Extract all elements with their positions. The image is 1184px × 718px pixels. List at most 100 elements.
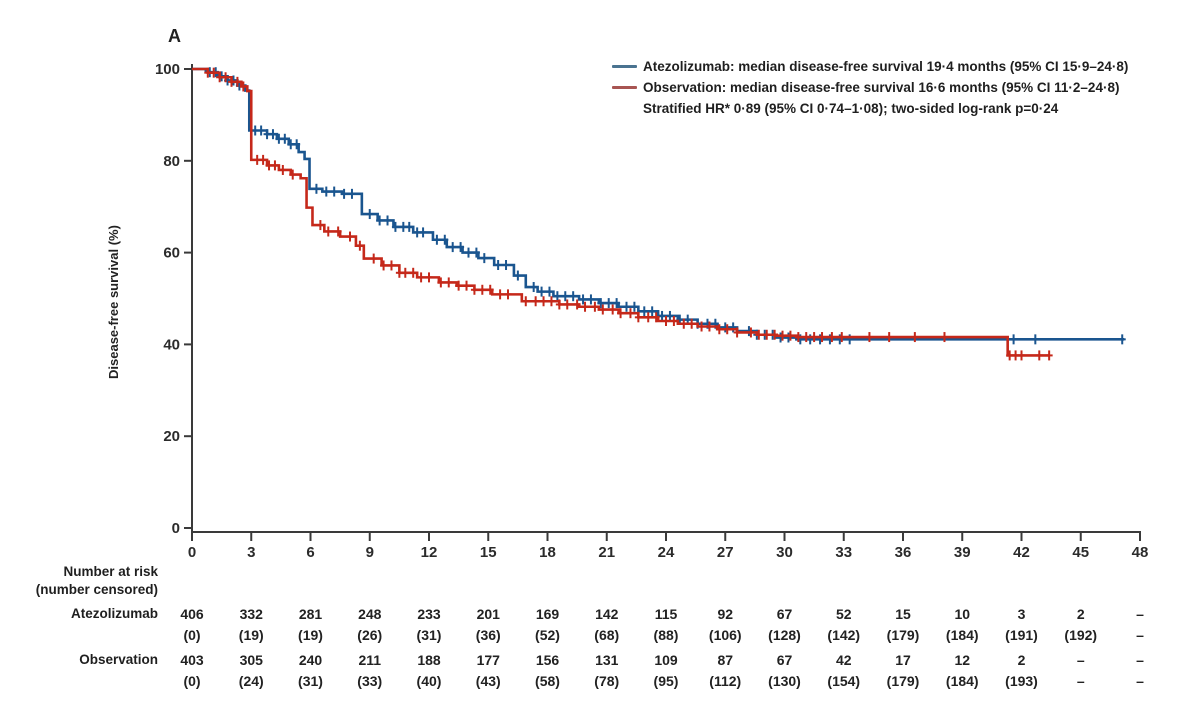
legend-item-observation: Observation: median disease-free surviva… (612, 77, 1128, 98)
risk-value: 12 (954, 652, 971, 668)
censored-value: (52) (535, 627, 560, 643)
censored-value: (128) (768, 627, 801, 643)
risk-value: 211 (358, 652, 382, 668)
censored-value: (142) (827, 627, 861, 643)
censored-value: (95) (653, 673, 679, 689)
x-tick-label: 21 (598, 544, 615, 561)
risk-value: 131 (595, 652, 619, 668)
x-tick-label: 42 (1013, 544, 1030, 561)
censored-value: (179) (886, 627, 920, 643)
risk-value: 10 (954, 606, 971, 622)
risk-value: 115 (654, 606, 678, 622)
risk-value: 188 (417, 652, 441, 668)
risk-value: 406 (180, 606, 204, 622)
censored-value: (184) (945, 673, 979, 689)
x-tick-label: 39 (954, 544, 971, 561)
legend-text-observation: Observation: median disease-free surviva… (643, 80, 1120, 95)
x-tick-label: 33 (835, 544, 852, 561)
panel-label: A (168, 26, 181, 46)
legend-text-atezolizumab: Atezolizumab: median disease-free surviv… (643, 59, 1129, 74)
risk-value: – (1136, 652, 1144, 668)
censored-value: – (1136, 627, 1144, 643)
atezolizumab-line-swatch-icon (612, 65, 637, 68)
censored-value: (24) (238, 673, 264, 689)
risk-value: 17 (895, 652, 911, 668)
legend-item-atezolizumab: Atezolizumab: median disease-free surviv… (612, 56, 1128, 77)
censored-value: (106) (708, 627, 742, 643)
risk-value: 248 (358, 606, 382, 622)
risk-value: 109 (654, 652, 678, 668)
risk-value: 281 (298, 606, 323, 622)
x-tick-label: 18 (539, 544, 556, 561)
censored-value: (0) (183, 627, 201, 643)
risk-value: – (1136, 606, 1144, 622)
risk-value: 403 (180, 652, 204, 668)
censored-value: (191) (1005, 627, 1038, 643)
legend-item-hr-note: Stratified HR* 0·89 (95% CI 0·74–1·08); … (612, 98, 1128, 119)
stratified-hr-note: Stratified HR* 0·89 (95% CI 0·74–1·08); … (643, 101, 1059, 116)
censored-value: (192) (1064, 627, 1098, 643)
risk-table-header-line2: (number censored) (35, 582, 158, 597)
risk-value: 67 (776, 652, 793, 668)
risk-value: 142 (595, 606, 619, 622)
censored-value: (31) (298, 673, 323, 689)
x-tick-label: 15 (480, 544, 497, 561)
risk-value: 3 (1017, 606, 1026, 622)
x-tick-label: 27 (717, 544, 734, 561)
risk-value: 2 (1076, 606, 1085, 622)
km-curve-observation (192, 67, 1050, 357)
censored-value: (19) (238, 627, 264, 643)
censored-value: (26) (357, 627, 383, 643)
censored-value: (193) (1005, 673, 1038, 689)
censored-value: – (1076, 673, 1085, 689)
censored-value: (78) (594, 673, 620, 689)
risk-value: 233 (417, 606, 441, 622)
y-tick-label: 0 (172, 520, 180, 537)
risk-value: – (1076, 652, 1085, 668)
risk-value: 177 (476, 652, 500, 668)
risk-value: 156 (535, 652, 560, 668)
risk-value: 42 (835, 652, 852, 668)
risk-table-header-line1: Number at risk (63, 564, 158, 579)
x-tick-label: 24 (658, 544, 675, 561)
censored-value: (112) (709, 673, 742, 689)
risk-value: 169 (535, 606, 560, 622)
x-tick-label: 12 (421, 544, 438, 561)
censored-value: (154) (827, 673, 861, 689)
censored-value: (68) (594, 627, 620, 643)
censored-value: (58) (535, 673, 560, 689)
y-tick-label: 80 (163, 153, 180, 170)
x-tick-label: 3 (247, 544, 255, 561)
risk-value: 332 (239, 606, 263, 622)
y-tick-label: 40 (163, 336, 180, 353)
x-tick-label: 36 (895, 544, 912, 561)
legend: Atezolizumab: median disease-free surviv… (612, 56, 1128, 119)
censored-value: (179) (886, 673, 920, 689)
censored-value: (31) (416, 627, 442, 643)
risk-value: 67 (776, 606, 793, 622)
risk-value: 305 (239, 652, 263, 668)
y-tick-label: 20 (163, 428, 180, 445)
risk-row-label-observation: Observation (79, 652, 158, 667)
observation-line-swatch-icon (612, 86, 637, 89)
x-tick-label: 6 (306, 544, 314, 561)
censored-value: (33) (357, 673, 383, 689)
risk-value: 15 (895, 606, 911, 622)
x-tick-label: 48 (1132, 544, 1149, 561)
censored-value: (40) (416, 673, 442, 689)
risk-value: 2 (1017, 652, 1026, 668)
risk-value: 52 (835, 606, 852, 622)
risk-value: 92 (717, 606, 734, 622)
censored-value: (184) (945, 627, 979, 643)
censored-value: (19) (298, 627, 323, 643)
censored-value: (0) (183, 673, 201, 689)
risk-value: 240 (298, 652, 323, 668)
censored-value: (43) (475, 673, 501, 689)
y-tick-label: 60 (163, 245, 180, 262)
x-tick-label: 45 (1072, 544, 1089, 561)
x-tick-label: 9 (366, 544, 374, 561)
risk-value: 87 (717, 652, 734, 668)
x-tick-label: 0 (188, 544, 196, 561)
